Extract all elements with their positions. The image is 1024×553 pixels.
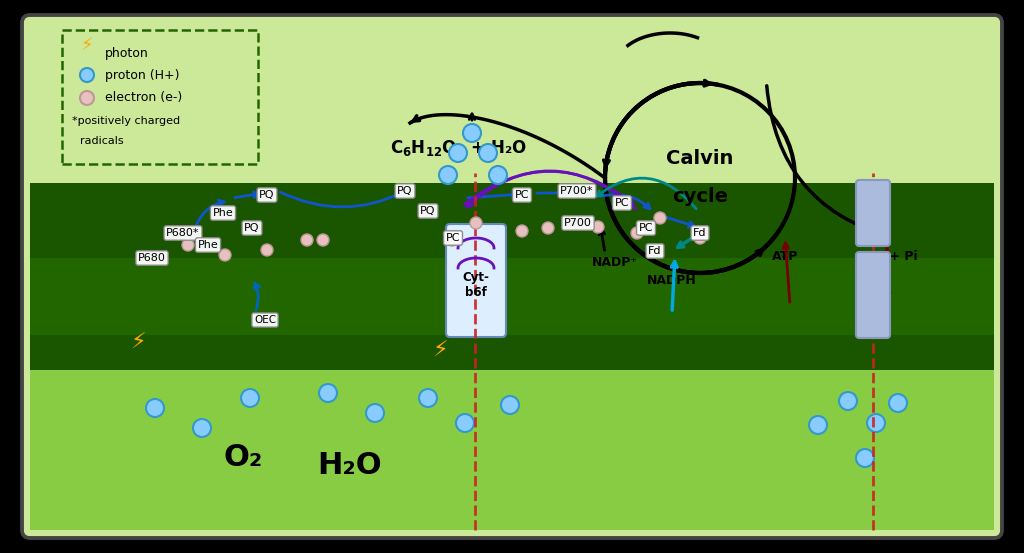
Circle shape [542, 222, 554, 234]
Text: O₂: O₂ [223, 444, 262, 472]
Circle shape [516, 225, 528, 237]
Bar [30, 258, 994, 335]
Text: NADPH: NADPH [647, 274, 696, 288]
Text: P680: P680 [138, 253, 166, 263]
FancyBboxPatch shape [856, 252, 890, 338]
Text: ADP + Pi: ADP + Pi [856, 251, 918, 263]
Circle shape [856, 449, 874, 467]
Text: PQ: PQ [245, 223, 260, 233]
Circle shape [470, 217, 482, 229]
Circle shape [839, 392, 857, 410]
Text: PQ: PQ [420, 206, 436, 216]
Circle shape [193, 419, 211, 437]
Text: Cyt-
b6f: Cyt- b6f [463, 271, 489, 299]
Text: PC: PC [515, 190, 529, 200]
Circle shape [449, 144, 467, 162]
Text: Phe: Phe [198, 240, 218, 250]
Text: Phe: Phe [213, 208, 233, 218]
Text: Fd: Fd [693, 228, 707, 238]
Circle shape [654, 212, 666, 224]
Circle shape [366, 404, 384, 422]
Text: photon: photon [105, 46, 148, 60]
Circle shape [419, 389, 437, 407]
Circle shape [463, 124, 481, 142]
Text: NADP⁺: NADP⁺ [592, 257, 638, 269]
Circle shape [80, 68, 94, 82]
Text: P700: P700 [564, 218, 592, 228]
Text: radicals: radicals [80, 136, 124, 146]
Circle shape [439, 166, 457, 184]
Circle shape [456, 414, 474, 432]
Circle shape [694, 232, 706, 244]
Text: Calvin: Calvin [667, 149, 733, 168]
Text: PC: PC [639, 223, 653, 233]
Circle shape [809, 416, 827, 434]
Text: proton (H+): proton (H+) [105, 69, 179, 81]
Text: PC: PC [445, 233, 460, 243]
Text: cycle: cycle [672, 186, 728, 206]
Text: OEC: OEC [254, 315, 276, 325]
Text: $\mathbf{C_6H_{12}O_6}$ + H₂O: $\mathbf{C_6H_{12}O_6}$ + H₂O [390, 138, 526, 158]
Circle shape [631, 227, 643, 239]
Text: P700*: P700* [560, 186, 594, 196]
Text: ATP: ATP [772, 251, 798, 263]
Bar [30, 183, 994, 370]
Circle shape [182, 239, 194, 251]
Text: ⚡: ⚡ [432, 341, 447, 361]
Text: electron (e-): electron (e-) [105, 91, 182, 105]
Text: *positively charged: *positively charged [72, 116, 180, 126]
Circle shape [301, 234, 313, 246]
Text: ⚡: ⚡ [80, 37, 92, 55]
FancyBboxPatch shape [22, 15, 1002, 538]
Text: P680*: P680* [166, 228, 200, 238]
Text: H₂O: H₂O [317, 451, 382, 479]
Circle shape [501, 396, 519, 414]
Circle shape [80, 91, 94, 105]
Text: PQ: PQ [259, 190, 274, 200]
Circle shape [319, 384, 337, 402]
Circle shape [489, 166, 507, 184]
FancyBboxPatch shape [856, 180, 890, 246]
Circle shape [479, 144, 497, 162]
Circle shape [146, 399, 164, 417]
Text: PC: PC [614, 198, 630, 208]
FancyBboxPatch shape [446, 224, 506, 337]
Circle shape [317, 234, 329, 246]
FancyBboxPatch shape [62, 30, 258, 164]
Text: Fd: Fd [648, 246, 662, 256]
Circle shape [241, 389, 259, 407]
Circle shape [592, 221, 604, 233]
Circle shape [446, 234, 458, 246]
Bar [30, 370, 994, 530]
Circle shape [889, 394, 907, 412]
Circle shape [261, 244, 273, 256]
Text: PQ: PQ [397, 186, 413, 196]
Circle shape [219, 249, 231, 261]
Circle shape [867, 414, 885, 432]
Text: ⚡: ⚡ [130, 333, 145, 353]
